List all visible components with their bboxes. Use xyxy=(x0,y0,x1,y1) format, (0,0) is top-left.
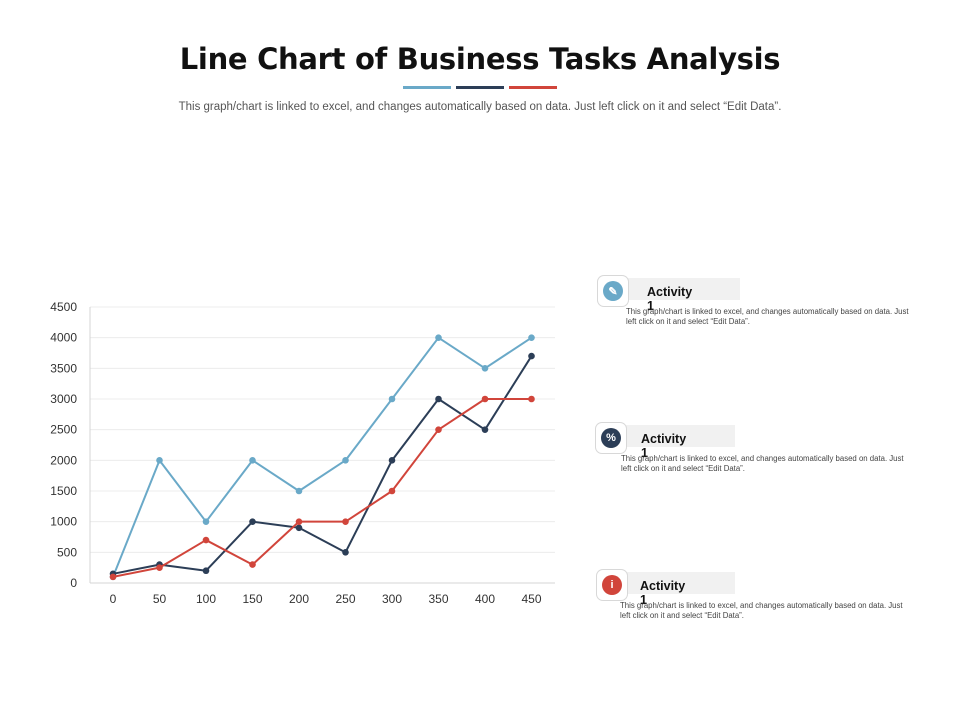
page-subtitle: This graph/chart is linked to excel, and… xyxy=(178,101,782,113)
y-tick-label: 3500 xyxy=(50,361,77,375)
data-point xyxy=(342,549,349,556)
data-point xyxy=(481,365,489,372)
data-point xyxy=(202,567,210,575)
data-point xyxy=(528,352,535,360)
series-line-2 xyxy=(112,355,533,575)
y-tick-label: 1000 xyxy=(50,515,77,529)
data-point xyxy=(249,518,256,525)
title-accent-bars xyxy=(403,86,558,90)
y-tick-label: 4000 xyxy=(50,331,77,345)
x-tick-label: 400 xyxy=(475,592,495,606)
activity-tab xyxy=(610,425,735,447)
accent-bar-3 xyxy=(509,86,557,89)
data-point xyxy=(435,426,442,433)
activity-description: This graph/chart is linked to excel, and… xyxy=(626,307,909,326)
data-point xyxy=(528,334,535,341)
data-point xyxy=(435,395,442,403)
data-point xyxy=(388,395,396,403)
data-point xyxy=(295,518,303,525)
activity-label: Activity 1 xyxy=(640,579,686,607)
data-point xyxy=(481,395,489,403)
x-tick-label: 450 xyxy=(521,592,541,606)
data-point xyxy=(295,524,303,532)
data-point xyxy=(156,564,163,571)
y-tick-label: 0 xyxy=(70,576,77,590)
percent-icon: % xyxy=(601,428,621,448)
accent-bar-2 xyxy=(456,86,504,89)
data-point xyxy=(109,573,117,581)
y-tick-label: 2000 xyxy=(50,453,77,467)
data-point xyxy=(249,457,256,464)
y-tick-label: 1500 xyxy=(50,484,77,498)
data-point xyxy=(388,457,396,464)
data-point xyxy=(249,561,256,568)
activity-label: Activity 1 xyxy=(641,432,687,460)
pencil-icon: ✎ xyxy=(603,281,623,301)
data-point xyxy=(156,457,163,464)
x-tick-label: 350 xyxy=(428,592,448,606)
series-line-1 xyxy=(112,336,533,578)
data-point xyxy=(388,487,396,495)
data-point xyxy=(342,457,349,464)
data-point xyxy=(435,334,442,341)
data-point xyxy=(295,487,303,495)
info-icon: i xyxy=(602,575,622,595)
data-point xyxy=(202,536,210,544)
data-point xyxy=(202,518,210,525)
activity-description: This graph/chart is linked to excel, and… xyxy=(621,454,904,473)
data-point xyxy=(528,395,535,403)
activity-badge: i xyxy=(597,570,627,600)
activity-tab xyxy=(612,278,740,300)
y-tick-label: 2500 xyxy=(50,423,77,437)
data-point xyxy=(481,426,489,433)
x-tick-label: 150 xyxy=(242,592,262,606)
x-tick-label: 0 xyxy=(110,592,117,606)
page-title: Line Chart of Business Tasks Analysis xyxy=(179,42,781,76)
series-line-3 xyxy=(112,398,532,578)
y-tick-label: 500 xyxy=(57,545,77,559)
x-tick-label: 100 xyxy=(196,592,216,606)
y-tick-label: 3000 xyxy=(50,392,77,406)
activity-badge: % xyxy=(596,423,626,453)
data-point xyxy=(342,518,349,525)
activity-tab xyxy=(611,572,735,594)
activity-description: This graph/chart is linked to excel, and… xyxy=(620,601,903,620)
x-tick-label: 300 xyxy=(382,592,402,606)
x-tick-label: 50 xyxy=(153,592,167,606)
x-tick-label: 200 xyxy=(289,592,309,606)
activity-badge: ✎ xyxy=(598,276,628,306)
x-tick-label: 250 xyxy=(335,592,355,606)
y-tick-label: 4500 xyxy=(50,300,77,314)
accent-bar-1 xyxy=(403,86,451,89)
activity-label: Activity 1 xyxy=(647,285,693,313)
